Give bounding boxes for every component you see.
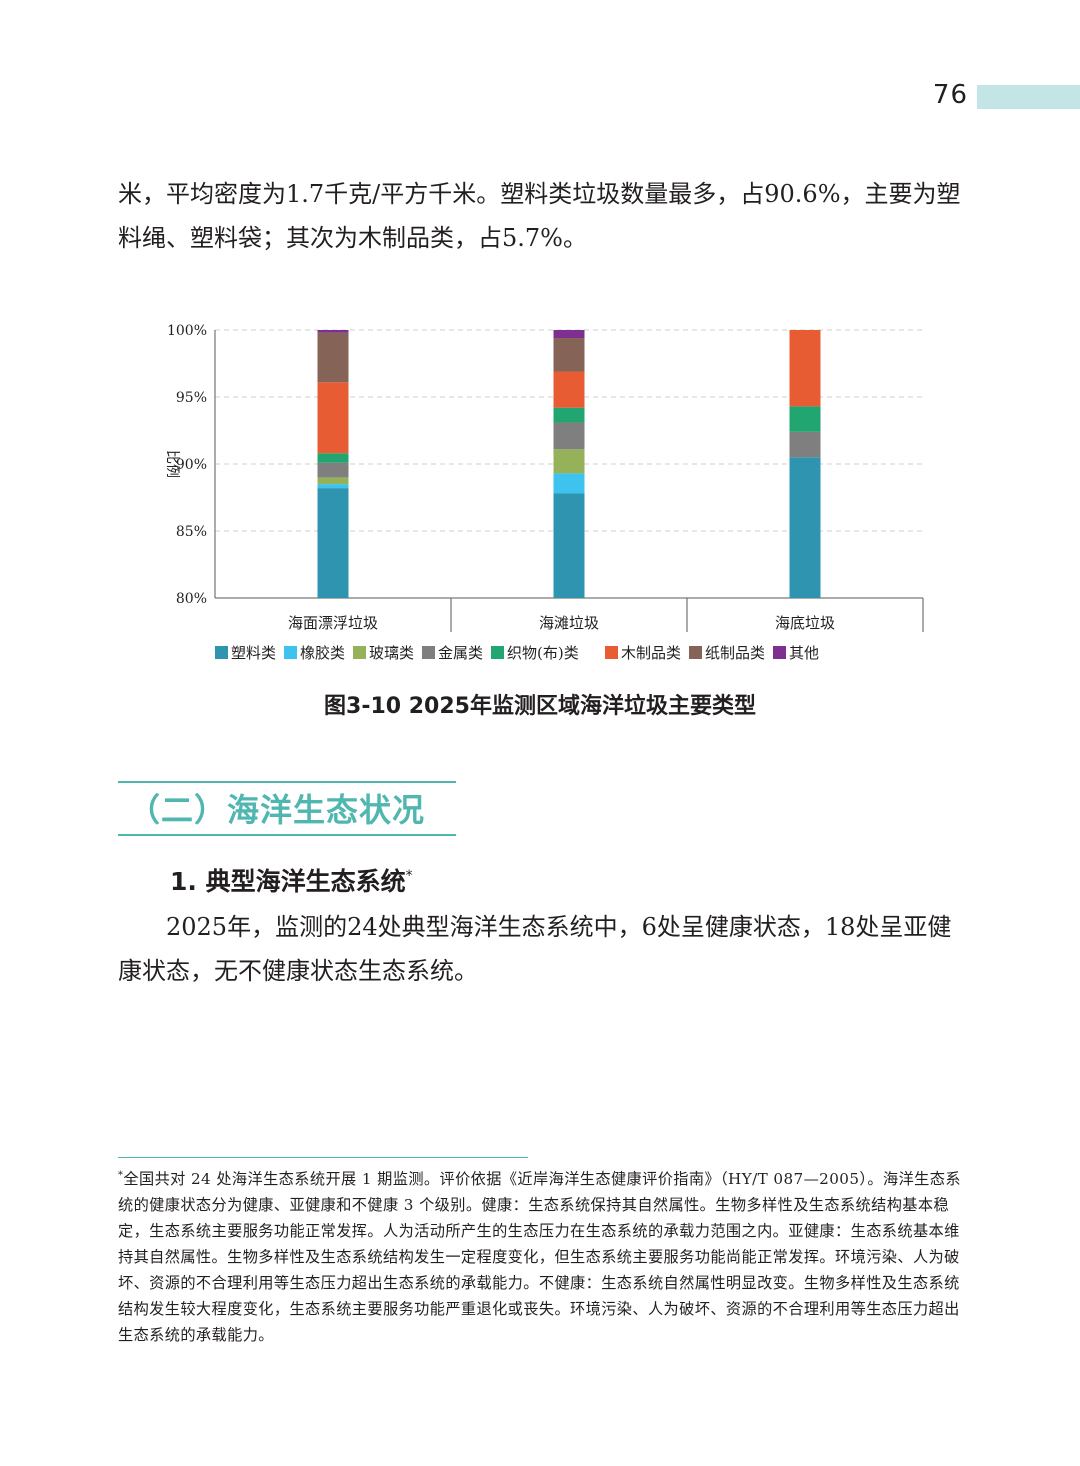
legend-swatch [689, 646, 702, 659]
y-tick-label: 85% [176, 524, 207, 540]
footnote: *全国共对 24 处海洋生态系统开展 1 期监测。评价依据《近岸海洋生态健康评价… [118, 1163, 964, 1348]
legend-swatch [284, 646, 297, 659]
section-rule-top [118, 781, 456, 783]
legend-label: 橡胶类 [300, 644, 345, 662]
bar-segment [317, 382, 349, 454]
legend-label: 其他 [789, 644, 819, 662]
legend-swatch [773, 646, 786, 659]
bar-segment [553, 407, 585, 423]
section-heading: （二）海洋生态状况 [128, 791, 426, 829]
y-tick-label: 80% [176, 591, 207, 607]
bar-segment [789, 431, 821, 458]
bar-segment [789, 406, 821, 432]
legend-label: 玻璃类 [369, 644, 414, 662]
legend-label: 织物(布)类 [507, 644, 579, 662]
stacked-bar-chart: 80% 85% 90% 95% 100% 比例海面漂浮垃圾 海滩垃圾 海底垃圾塑料类 橡胶类 玻璃… [150, 315, 940, 675]
legend-label: 塑料类 [231, 644, 276, 662]
body-paragraph-bottom: 2025年，监测的24处典型海洋生态系统中，6处呈健康状态，18处呈亚健康状态，… [118, 913, 952, 985]
bar-segment [317, 462, 349, 478]
bar-segment [553, 473, 585, 494]
y-tick-label: 100% [167, 323, 207, 339]
bar-segment [553, 449, 585, 474]
body-paragraph-top: 米，平均密度为1.7千克/平方千米。塑料类垃圾数量最多，占90.6%，主要为塑料… [118, 180, 961, 252]
category-label: 海滩垃圾 [539, 614, 599, 632]
footnote-text: 全国共对 24 处海洋生态系统开展 1 期监测。评价依据《近岸海洋生态健康评价指… [118, 1170, 961, 1344]
legend-swatch [353, 646, 366, 659]
footnote-rule [118, 1157, 528, 1158]
legend-label: 木制品类 [621, 644, 681, 662]
page-number-bar [977, 85, 1080, 109]
bar-segment [317, 484, 349, 489]
legend-swatch [491, 646, 504, 659]
category-label: 海面漂浮垃圾 [288, 614, 378, 632]
legend-swatch [605, 646, 618, 659]
bar-segment [317, 488, 349, 598]
subsection-heading: 1. 典型海洋生态系统* [170, 862, 413, 898]
legend-label: 纸制品类 [705, 644, 765, 662]
page-number: 76 [932, 80, 968, 110]
bar-segment [553, 371, 585, 408]
bar-segment [317, 330, 349, 333]
subsection-title: 1. 典型海洋生态系统 [170, 867, 406, 896]
y-tick-label: 95% [176, 390, 207, 406]
footnote-marker: * [405, 868, 413, 884]
bar-segment [789, 457, 821, 598]
y-tick-label: 90% [176, 457, 207, 473]
bar-segment [789, 330, 821, 407]
bar-segment [553, 338, 585, 372]
bar-segment [317, 332, 349, 383]
figure-caption: 图3-10 2025年监测区域海洋垃圾主要类型 [324, 694, 756, 719]
bar-segment [317, 477, 349, 485]
section-rule-bottom [118, 834, 456, 836]
bar-segment [317, 453, 349, 463]
legend-swatch [422, 646, 435, 659]
category-label: 海底垃圾 [775, 614, 835, 632]
footnote-mark: * [118, 1170, 124, 1181]
bar-segment [553, 493, 585, 598]
bar-segment [553, 422, 585, 450]
legend-swatch [215, 646, 228, 659]
bar-segment [553, 330, 585, 339]
y-axis-label: 比例 [164, 450, 180, 478]
legend-label: 金属类 [438, 644, 483, 662]
